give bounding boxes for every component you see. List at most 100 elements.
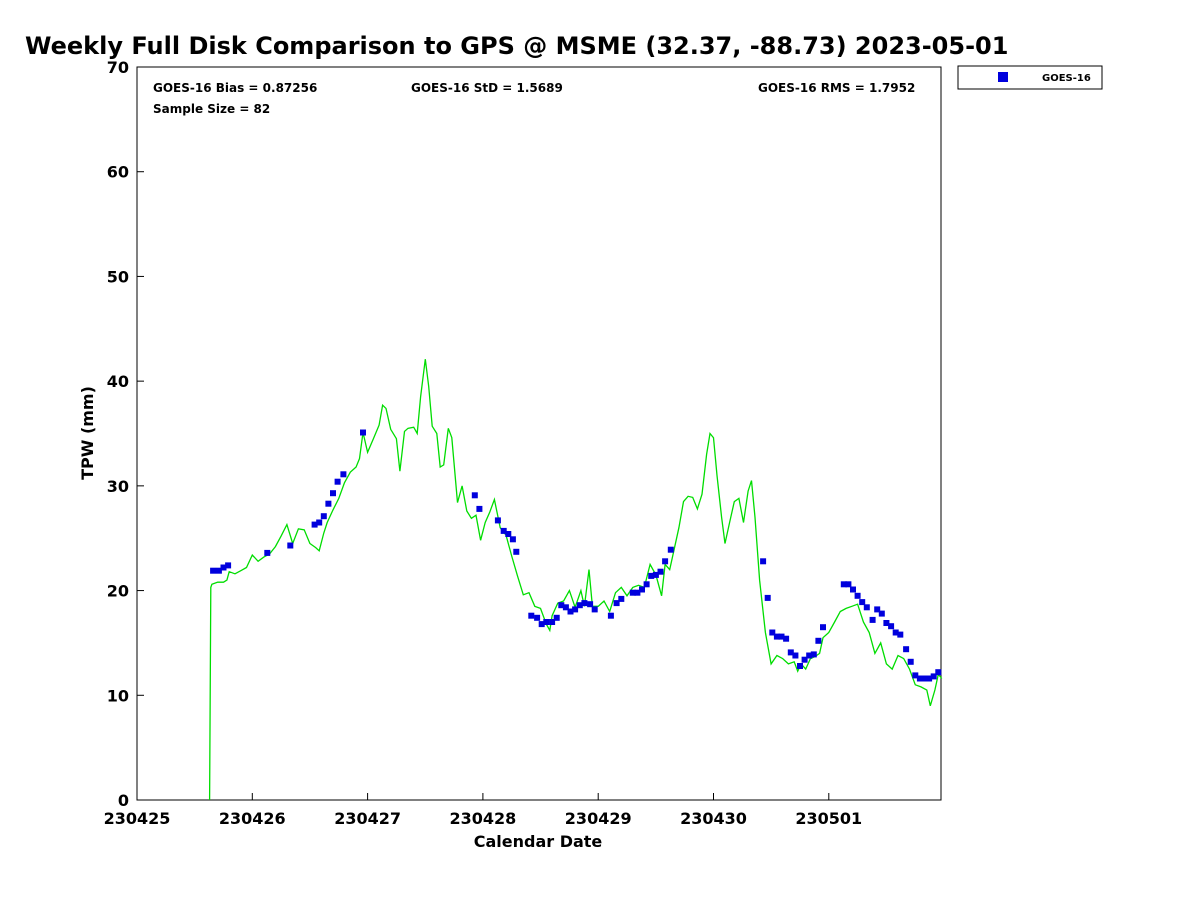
goes16-point [643,581,650,588]
goes16-point [287,542,294,549]
y-axis-label: TPW (mm) [78,386,97,480]
goes16-point [534,614,541,621]
y-tick-label: 60 [107,163,129,182]
goes16-point [892,629,899,636]
goes16-point [220,564,227,571]
goes16-point [874,606,881,613]
goes16-point [553,614,560,621]
goes16-point [528,612,535,619]
goes16-point [639,586,645,593]
goes16-point [325,500,332,507]
goes16-point [562,604,569,611]
goes16-point [760,558,767,565]
goes16-point [859,599,866,606]
goes16-point [806,652,813,659]
x-axis-label: Calendar Date [474,832,603,851]
x-tick-label: 230427 [334,809,401,828]
goes16-point [850,586,856,593]
goes16-point [926,675,933,682]
goes16-point [634,589,641,596]
goes16-point [773,633,780,640]
x-tick-label: 230429 [565,809,632,828]
goes16-point [787,649,794,656]
legend-box [957,65,1103,90]
goes16-point [907,658,914,665]
goes16-point [903,646,910,653]
goes16-point [360,429,366,436]
y-tick-label: 0 [118,791,129,810]
goes16-point [538,621,545,628]
goes16-point [494,517,501,524]
stat-sample-size: Sample Size = 82 [153,102,270,116]
y-tick-label: 50 [107,267,129,286]
goes16-point [883,620,890,626]
goes16-point [334,478,341,485]
x-tick-label: 230430 [680,809,747,828]
x-tick-label: 230428 [450,809,517,828]
goes16-point [845,581,852,588]
plot-area [136,66,942,801]
goes16-point [764,594,771,601]
goes16-point [567,608,574,615]
goes16-point [921,675,928,682]
goes16-point [558,602,565,609]
goes16-point [500,527,507,534]
goes16-point [330,490,336,497]
goes16-point [471,492,478,499]
goes16-point [618,595,625,602]
goes16-point [863,604,870,611]
goes16-point [648,572,655,579]
chart-title: Weekly Full Disk Comparison to GPS @ MSM… [25,32,1008,60]
y-tick-label: 10 [107,686,129,705]
goes16-point [629,589,636,596]
goes16-point [667,546,674,553]
x-tick-label: 230426 [219,809,286,828]
legend-label-goes16: GOES-16 [1042,73,1091,84]
goes16-point [815,637,822,644]
goes16-point [783,635,790,642]
goes16-point [476,505,483,512]
goes16-point [930,673,937,680]
goes16-point [657,568,664,575]
goes16-point [316,519,323,526]
goes16-point [513,548,520,555]
goes16-point [792,652,799,659]
gps-line [208,359,943,801]
goes16-point [505,531,512,537]
legend-marker-goes16 [998,72,1008,82]
goes16-point [320,513,327,520]
goes16-point [897,631,904,638]
x-tick-label: 230501 [795,809,862,828]
goes16-point [840,581,847,588]
goes16-point [797,663,803,669]
goes16-point [778,633,785,640]
goes16-point [613,600,620,607]
y-tick-label: 40 [107,372,129,391]
y-tick-label: 70 [107,58,129,77]
goes16-point [935,669,942,676]
goes16-point [607,612,614,619]
goes16-point [591,606,598,613]
goes16-point [572,606,579,613]
goes16-point [576,602,583,609]
goes16-point [769,629,776,636]
goes16-point [587,601,594,608]
goes16-point [916,675,923,682]
goes16-point [311,521,318,528]
goes16-point [878,610,885,617]
y-tick-label: 30 [107,477,129,496]
goes16-point [810,651,817,658]
stat-bias: GOES-16 Bias = 0.87256 [153,81,317,95]
goes16-point [509,536,516,543]
goes16-point [662,558,669,565]
legend: GOES-16 [957,65,1103,90]
goes16-point [549,619,556,625]
goes16-point [888,623,895,630]
goes16-point [581,600,588,607]
y-axis: 0 10 20 30 40 50 60 70 [107,58,144,810]
y-tick-label: 20 [107,582,129,601]
goes16-point [801,656,808,663]
goes16-point [225,562,232,569]
stat-rms: GOES-16 RMS = 1.7952 [758,81,915,95]
